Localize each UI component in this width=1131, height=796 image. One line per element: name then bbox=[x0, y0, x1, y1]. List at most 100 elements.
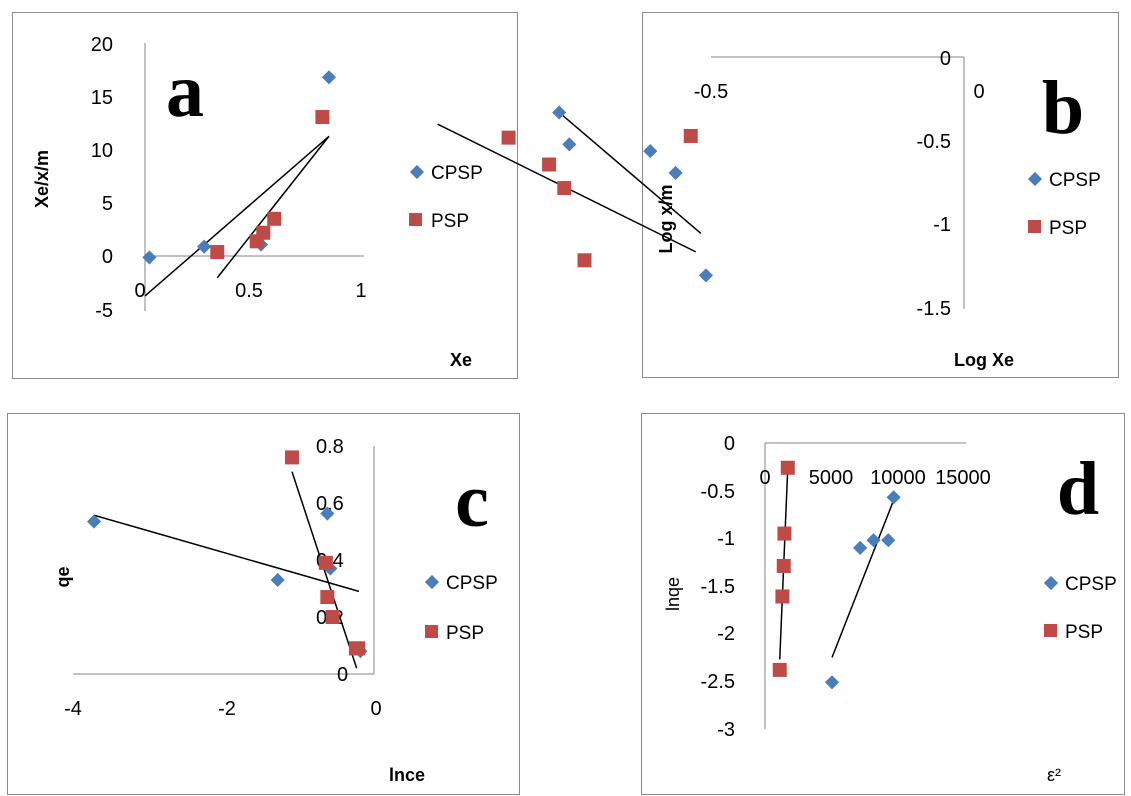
legend-label-cpsp: CPSP bbox=[431, 163, 483, 184]
chart-b-svg: 0 -0.5 -1 -1.5 -0.5 0 Log x/m Log Xe b C… bbox=[437, 48, 1101, 370]
legend-label-cpsp: CPSP bbox=[446, 573, 498, 594]
data-points bbox=[86, 450, 368, 659]
x-tick: -0.5 bbox=[694, 81, 728, 103]
legend: CPSP PSP bbox=[409, 163, 483, 232]
chart-d-svg: 0 -0.5 -1 -1.5 -2 -2.5 -3 0 5000 10000 1… bbox=[663, 433, 1117, 785]
data-point-cpsp bbox=[698, 268, 714, 283]
data-point-psp bbox=[325, 610, 340, 624]
y-tick: -1.5 bbox=[701, 576, 735, 598]
y-tick: 5 bbox=[102, 193, 113, 215]
y-tick: 0 bbox=[724, 433, 735, 455]
legend: CPSP PSP bbox=[424, 573, 498, 644]
data-point-cpsp bbox=[866, 533, 881, 548]
data-point-cpsp bbox=[562, 137, 577, 152]
x-tick: 1 bbox=[355, 280, 366, 302]
data-point-psp bbox=[267, 211, 282, 226]
panel-letter: d bbox=[1057, 447, 1099, 531]
trendlines bbox=[144, 135, 330, 297]
x-tick: -4 bbox=[64, 698, 82, 720]
x-tick: 0 bbox=[973, 81, 984, 103]
legend: CPSP PSP bbox=[1043, 574, 1117, 643]
y-tick: 0 bbox=[102, 246, 113, 268]
y-tick: 0 bbox=[940, 48, 951, 70]
data-point-psp bbox=[351, 641, 366, 656]
legend-marker-cpsp bbox=[424, 574, 440, 590]
data-point-psp bbox=[501, 130, 516, 145]
x-tick: 0 bbox=[759, 467, 770, 489]
data-point-cpsp bbox=[270, 572, 285, 588]
trendline bbox=[291, 471, 358, 669]
data-point-psp bbox=[320, 590, 335, 605]
y-tick: -2 bbox=[717, 623, 735, 645]
x-tick: 0 bbox=[134, 280, 145, 302]
chart-a-svg: 20 15 10 5 0 -5 0 0.5 1 Xe/x/m Xe a CPSP… bbox=[32, 34, 483, 370]
x-tick: 15000 bbox=[935, 467, 991, 489]
x-tick: 0 bbox=[370, 698, 381, 720]
chart-panel-a: 20 15 10 5 0 -5 0 0.5 1 Xe/x/m Xe a CPSP… bbox=[12, 12, 518, 379]
data-point-cpsp bbox=[142, 250, 157, 265]
x-ticks: 0 0.5 1 bbox=[134, 280, 366, 302]
legend-label-cpsp: CPSP bbox=[1065, 574, 1117, 595]
trendlines bbox=[778, 467, 895, 660]
data-points bbox=[772, 460, 901, 690]
y-tick: 15 bbox=[91, 87, 113, 109]
legend: CPSP PSP bbox=[1027, 170, 1101, 239]
chart-c-svg: 0.8 0.6 0.4 0.2 0 -4 -2 0 qe lnce c CPSP… bbox=[53, 436, 498, 785]
y-axis-title: Log x/m bbox=[656, 184, 676, 253]
legend-marker-psp bbox=[1028, 220, 1041, 233]
x-tick: 0.5 bbox=[235, 280, 263, 302]
trendline bbox=[144, 135, 330, 297]
legend-marker-cpsp bbox=[1027, 171, 1043, 187]
trendlines bbox=[93, 471, 360, 669]
data-point-psp bbox=[780, 460, 795, 475]
chart-panel-c: 0.8 0.6 0.4 0.2 0 -4 -2 0 qe lnce c CPSP… bbox=[7, 413, 520, 795]
legend-label-psp: PSP bbox=[431, 211, 469, 232]
legend-label-psp: PSP bbox=[446, 623, 484, 644]
y-tick: -0.5 bbox=[701, 481, 735, 503]
data-point-psp bbox=[284, 450, 299, 465]
y-ticks: 20 15 10 5 0 -5 bbox=[91, 34, 113, 322]
x-tick: -2 bbox=[218, 698, 236, 720]
legend-marker-psp bbox=[409, 213, 422, 226]
data-point-psp bbox=[775, 589, 790, 604]
x-axis-title: Xe bbox=[450, 350, 472, 370]
x-axis-title: Log Xe bbox=[954, 350, 1014, 370]
chart-panel-b: 0 -0.5 -1 -1.5 -0.5 0 Log x/m Log Xe b C… bbox=[437, 12, 1119, 378]
legend-marker-cpsp bbox=[1043, 575, 1059, 591]
panel-letter: a bbox=[166, 49, 204, 133]
y-tick: -1 bbox=[717, 528, 735, 550]
legend-label-psp: PSP bbox=[1049, 218, 1087, 239]
data-point-cpsp bbox=[886, 490, 901, 505]
y-tick: -1.5 bbox=[917, 298, 951, 320]
data-point-psp bbox=[772, 662, 787, 677]
legend-marker-psp bbox=[425, 625, 438, 638]
x-axis-title: ε² bbox=[1047, 765, 1061, 785]
y-tick: 20 bbox=[91, 34, 113, 56]
data-point-cpsp bbox=[197, 239, 212, 254]
y-tick: -3 bbox=[717, 719, 735, 741]
data-point-psp bbox=[315, 109, 330, 124]
trendline bbox=[93, 514, 360, 593]
trendline bbox=[558, 111, 702, 234]
data-point-psp bbox=[577, 253, 592, 268]
legend-marker-cpsp bbox=[409, 164, 425, 180]
data-point-cpsp bbox=[321, 70, 337, 85]
data-point-psp bbox=[776, 558, 791, 573]
legend-marker-psp bbox=[1044, 624, 1057, 637]
y-tick: -0.5 bbox=[917, 131, 951, 153]
y-ticks: 0 -0.5 -1 -1.5 bbox=[917, 48, 951, 320]
data-point-cpsp bbox=[853, 540, 868, 555]
y-axis-title: lnqe bbox=[663, 577, 683, 611]
data-point-cpsp bbox=[824, 675, 840, 690]
legend-label-cpsp: CPSP bbox=[1049, 170, 1101, 191]
data-point-psp bbox=[777, 526, 792, 541]
panel-letter: b bbox=[1042, 66, 1084, 150]
data-points bbox=[142, 70, 337, 265]
trendline bbox=[831, 499, 895, 658]
y-axis-title: Xe/x/m bbox=[32, 150, 52, 208]
y-tick: -5 bbox=[95, 300, 113, 322]
x-axis-title: lnce bbox=[389, 765, 425, 785]
y-tick: -1 bbox=[933, 214, 951, 236]
data-point-psp bbox=[557, 181, 572, 196]
data-point-cpsp bbox=[643, 144, 658, 159]
